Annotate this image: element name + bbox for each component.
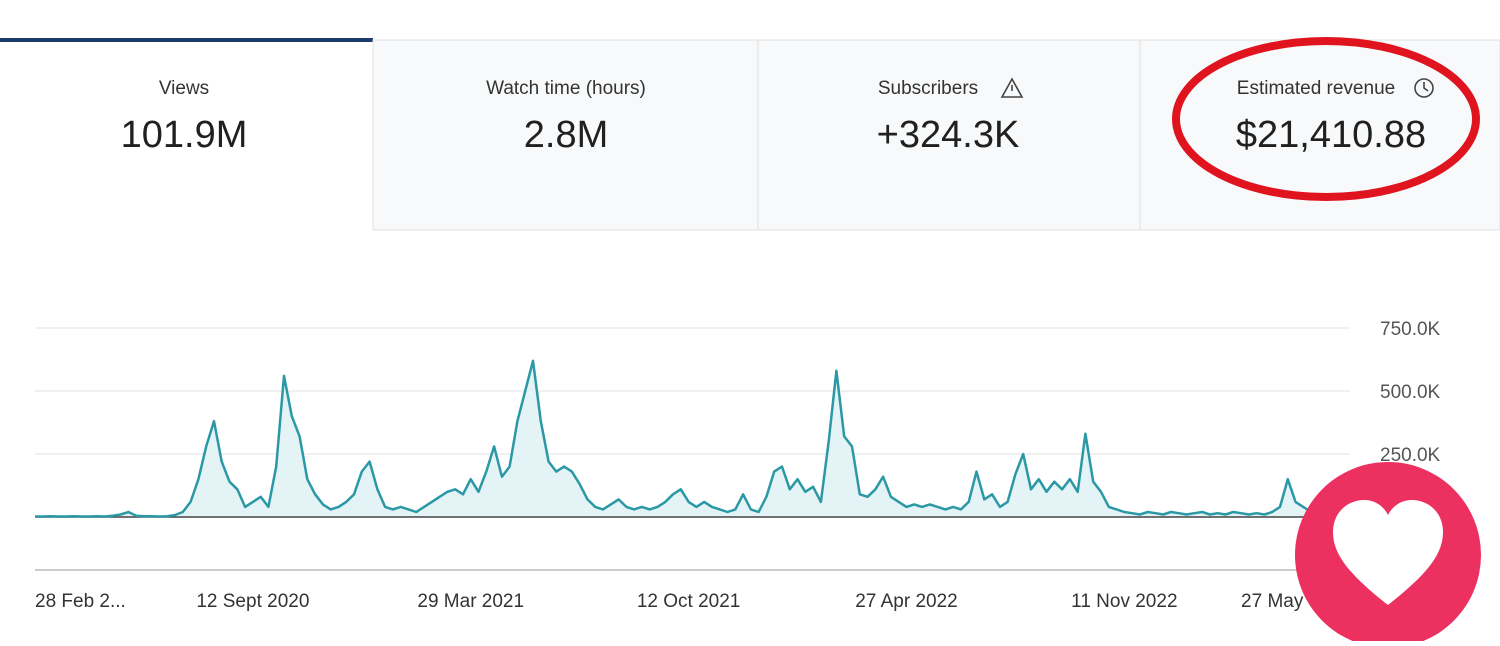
metric-label: Estimated revenue — [1237, 78, 1395, 99]
line-series — [35, 359, 1351, 518]
x-tick-label: 27 Apr 2022 — [855, 591, 957, 612]
y-tick-label: 250.0K — [1380, 445, 1441, 466]
metric-label: Views — [159, 78, 209, 99]
metric-value: 2.8M — [524, 114, 608, 156]
warning-icon[interactable] — [1000, 77, 1024, 98]
card-views[interactable] — [0, 40, 373, 230]
y-tick-label: 750.0K — [1380, 319, 1441, 340]
chart: 250.0K 500.0K 750.0K 28 Feb 2... 12 Sept 202… — [35, 319, 1441, 612]
x-tick-label: 12 Sept 2020 — [196, 591, 309, 612]
heart-icon — [1333, 500, 1443, 605]
metric-value: 101.9M — [121, 114, 248, 156]
y-tick-label: 500.0K — [1380, 382, 1441, 403]
card-watch-time[interactable] — [372, 39, 759, 231]
metric-label: Watch time (hours) — [486, 78, 646, 99]
x-tick-label: 27 May — [1241, 591, 1304, 612]
area-fill — [35, 360, 1350, 517]
warning-triangle — [1000, 77, 1024, 98]
x-tick-label: 28 Feb 2... — [35, 591, 126, 612]
x-tick-label: 29 Mar 2021 — [417, 591, 524, 612]
active-tab-indicator — [0, 38, 373, 42]
metric-label: Subscribers — [878, 78, 978, 99]
highlight-circle — [1172, 37, 1480, 201]
metric-value: +324.3K — [877, 114, 1020, 156]
clock-hands — [1423, 82, 1429, 92]
x-tick-label: 12 Oct 2021 — [637, 591, 741, 612]
clock-icon[interactable] — [1414, 78, 1434, 98]
clock-face — [1414, 78, 1434, 98]
heart-badge — [1295, 462, 1481, 646]
metric-value: $21,410.88 — [1236, 114, 1426, 156]
x-tick-label: 11 Nov 2022 — [1071, 591, 1177, 612]
